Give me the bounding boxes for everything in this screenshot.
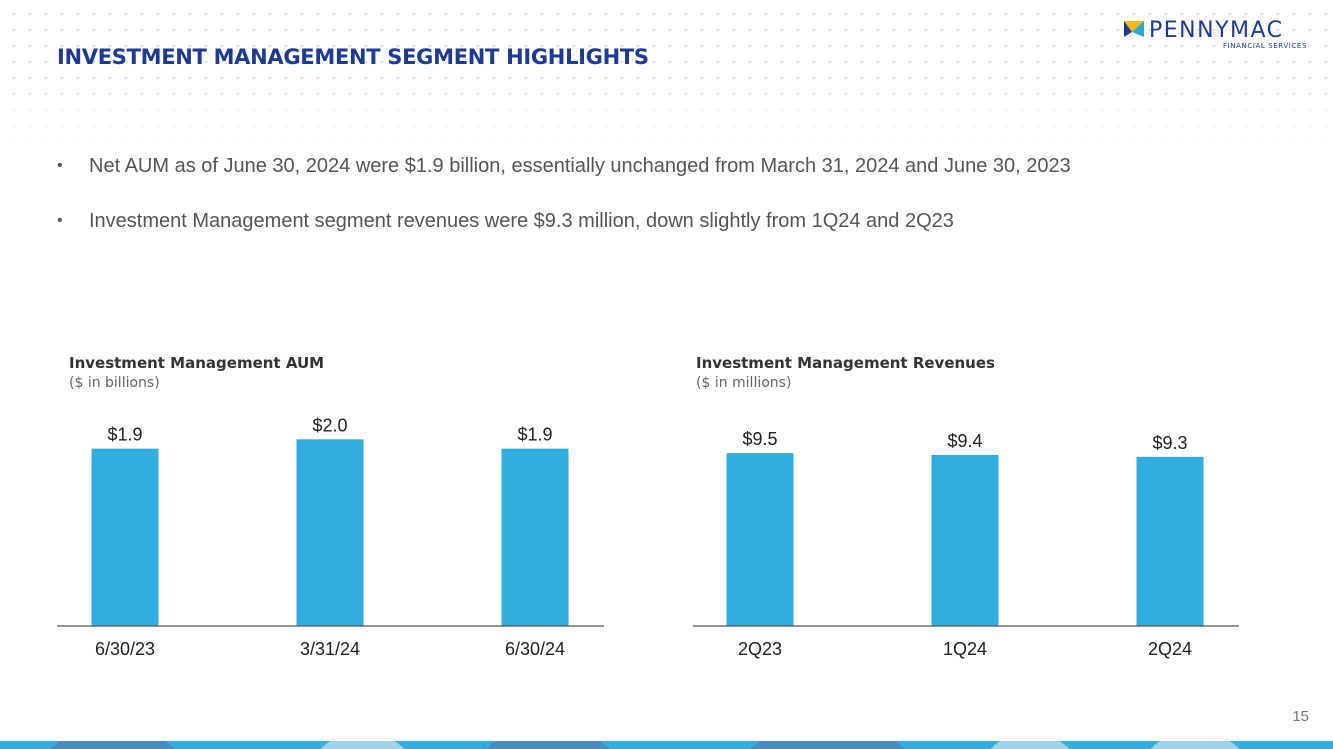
revenue-data-label-1: $9.5 (742, 429, 777, 449)
revenue-data-label-2: $9.4 (947, 431, 982, 451)
revenue-chart-subtitle: ($ in millions) (696, 375, 792, 391)
aum-x-tick-label-3: 6/30/24 (505, 639, 565, 659)
pennymac-logo-mark-icon (1124, 21, 1144, 37)
bullet-text: Net AUM as of June 30, 2024 were $1.9 bi… (89, 155, 1071, 177)
revenue-bar-1 (726, 453, 794, 626)
bullet-dot-icon: • (57, 157, 63, 174)
aum-bar-1 (91, 448, 159, 626)
aum-bar-2 (296, 439, 364, 626)
aum-bar-3 (501, 448, 569, 626)
pennymac-logo: PENNYMAC FINANCIAL SERVICES (1119, 18, 1309, 52)
bullet-dot-icon: • (57, 212, 63, 229)
bullet-text: Investment Management segment revenues w… (89, 210, 954, 232)
aum-data-label-3: $1.9 (517, 425, 552, 445)
page-title: INVESTMENT MANAGEMENT SEGMENT HIGHLIGHTS (57, 45, 649, 69)
aum-x-tick-label-1: 6/30/23 (95, 639, 155, 659)
aum-chart-subtitle: ($ in billions) (69, 375, 160, 391)
logo-wordmark: PENNYMAC (1149, 18, 1284, 43)
logo-subtitle: FINANCIAL SERVICES (1223, 42, 1307, 50)
highlights-list: • Net AUM as of June 30, 2024 were $1.9 … (57, 152, 1071, 262)
aum-chart-title: Investment Management AUM (69, 354, 325, 372)
page-number: 15 (1292, 708, 1309, 725)
footer-decorative-band (0, 741, 1333, 749)
revenue-chart-title: Investment Management Revenues (696, 354, 995, 372)
aum-data-label-2: $2.0 (312, 415, 347, 435)
revenue-bar-2 (931, 455, 999, 626)
revenue-x-tick-label-3: 2Q24 (1148, 639, 1192, 659)
bullet-item: • Investment Management segment revenues… (57, 207, 1071, 262)
aum-data-label-1: $1.9 (107, 425, 142, 445)
revenue-x-tick-label-1: 2Q23 (738, 639, 782, 659)
revenue-data-label-3: $9.3 (1152, 433, 1187, 453)
revenue-x-tick-label-2: 1Q24 (943, 639, 987, 659)
revenue-bar-3 (1136, 456, 1204, 626)
bullet-item: • Net AUM as of June 30, 2024 were $1.9 … (57, 152, 1071, 207)
dot-pattern-fade (0, 90, 1333, 160)
aum-x-tick-label-2: 3/31/24 (300, 639, 360, 659)
